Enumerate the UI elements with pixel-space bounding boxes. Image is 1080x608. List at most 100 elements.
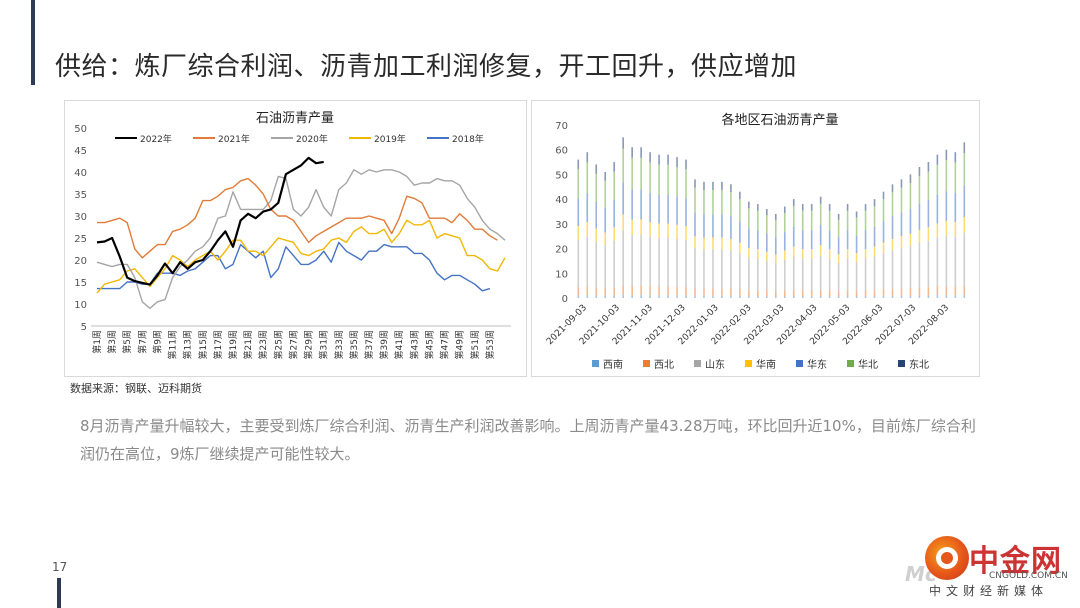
bar-segment-华南	[918, 229, 921, 243]
bar-segment-西北	[891, 288, 894, 296]
bar-segment-华东	[882, 221, 885, 243]
bar-segment-华东	[963, 185, 966, 218]
y-tick-label: 40	[74, 168, 87, 179]
bar-segment-东北	[757, 204, 759, 211]
bar-segment-西北	[703, 288, 705, 296]
bar-segment-华东	[577, 198, 580, 227]
bar-segment-华北	[927, 171, 930, 201]
bar-segment-西南	[685, 295, 687, 298]
bar-segment-华东	[631, 189, 633, 220]
bar-segment-华南	[945, 220, 948, 236]
bar-segment-华南	[757, 249, 759, 259]
bar-segment-西南	[855, 296, 858, 298]
bar-segment-华东	[783, 232, 786, 251]
x-tick-label: 第21周	[242, 330, 254, 359]
bar-segment-山东	[739, 253, 741, 290]
bar-segment-东北	[819, 196, 822, 204]
bar-segment-西南	[936, 295, 939, 298]
bar-segment-山东	[801, 258, 804, 291]
bar-segment-华南	[748, 247, 750, 258]
legend-swatch	[796, 360, 803, 367]
bar-segment-东北	[783, 206, 786, 213]
series-line-2018年	[97, 241, 491, 292]
bar-segment-山东	[712, 249, 714, 289]
bar-segment-华南	[963, 217, 966, 233]
y-tick-label: 50	[74, 124, 87, 135]
bar-segment-东北	[873, 199, 876, 207]
bar-segment-山东	[694, 248, 696, 289]
bar-segment-西南	[640, 294, 642, 298]
bar-segment-西南	[918, 295, 921, 298]
bar-segment-西北	[801, 290, 804, 297]
bar-segment-东北	[667, 154, 669, 165]
bar-segment-西北	[622, 285, 624, 295]
x-tick-label: 第25周	[272, 330, 284, 359]
bar-segment-西北	[631, 285, 633, 295]
legend-label: 2018年	[452, 133, 484, 145]
bar-segment-华东	[739, 221, 741, 243]
bar-segment-华南	[685, 226, 687, 240]
logo-emblem-icon	[925, 536, 969, 580]
y-tick-label: 60	[555, 146, 568, 157]
bar-segment-华东	[658, 194, 660, 224]
bar-segment-华东	[604, 207, 607, 233]
bar-segment-东北	[801, 204, 804, 211]
bar-segment-华南	[828, 249, 831, 259]
bar-segment-华北	[757, 210, 759, 231]
bar-segment-华南	[676, 224, 678, 239]
legend-label: 华北	[858, 358, 878, 371]
y-tick-label: 30	[74, 212, 87, 223]
legend-label: 2020年	[296, 133, 328, 145]
legend-swatch	[643, 360, 650, 367]
bar-segment-西南	[837, 296, 840, 298]
legend-label: 华南	[756, 358, 776, 371]
bar-segment-华东	[810, 230, 813, 250]
legend-label: 西北	[654, 359, 674, 371]
x-tick-label: 第3周	[106, 330, 118, 354]
bar-segment-华南	[864, 249, 867, 259]
bar-segment-西北	[828, 290, 831, 297]
bar-segment-山东	[658, 237, 660, 287]
bar-segment-华南	[882, 242, 885, 254]
series-line-2019年	[96, 219, 506, 294]
site-logo[interactable]: Mc 中金网 CNGOLD.COM.CN 中文财经新媒体	[905, 532, 1075, 602]
bar-segment-山东	[900, 248, 903, 289]
bar-segment-西北	[613, 287, 615, 296]
bar-segment-东北	[721, 181, 723, 190]
bar-segment-华北	[792, 206, 795, 227]
bar-segment-山东	[954, 236, 957, 287]
bar-segment-华东	[712, 214, 714, 238]
bar-segment-华南	[604, 232, 607, 246]
bar-segment-西北	[730, 288, 732, 296]
legend-label: 2021年	[218, 133, 250, 145]
x-tick-label: 第7周	[136, 330, 148, 354]
legend-swatch	[592, 360, 599, 367]
title-accent-bar	[31, 0, 35, 85]
x-tick-label: 第29周	[303, 330, 315, 359]
bar-segment-西北	[739, 289, 741, 296]
bar-segment-西南	[766, 296, 768, 298]
bar-segment-西北	[766, 290, 768, 297]
bar-segment-华东	[595, 201, 598, 229]
bar-segment-东北	[631, 147, 633, 158]
bar-segment-东北	[846, 204, 849, 211]
bar-segment-华北	[694, 187, 696, 213]
bar-segment-西北	[810, 290, 813, 297]
bar-segment-东北	[900, 179, 903, 188]
line-chart-svg: 石油沥青产量 5 10 15 20 25 30 35 40 45 50 第1周 第3周 第5周 第7周 第9周…	[74, 111, 511, 359]
bar-segment-华南	[792, 246, 795, 257]
bar-segment-华南	[819, 245, 822, 256]
chart-title: 石油沥青产量	[256, 111, 334, 126]
bar-segment-华北	[595, 173, 598, 202]
bar-segment-西北	[577, 286, 580, 296]
bar-segment-华北	[891, 192, 894, 217]
bar-segment-西北	[855, 291, 858, 297]
x-tick-label: 第31周	[318, 330, 330, 359]
bar-segment-华东	[667, 194, 669, 224]
bar-segment-华南	[801, 249, 804, 259]
y-tick-label: 70	[555, 121, 568, 132]
bar-segment-东北	[586, 152, 589, 163]
bar-segment-东北	[577, 159, 580, 170]
bar-segment-华南	[586, 222, 589, 237]
bar-segment-西南	[891, 295, 894, 298]
